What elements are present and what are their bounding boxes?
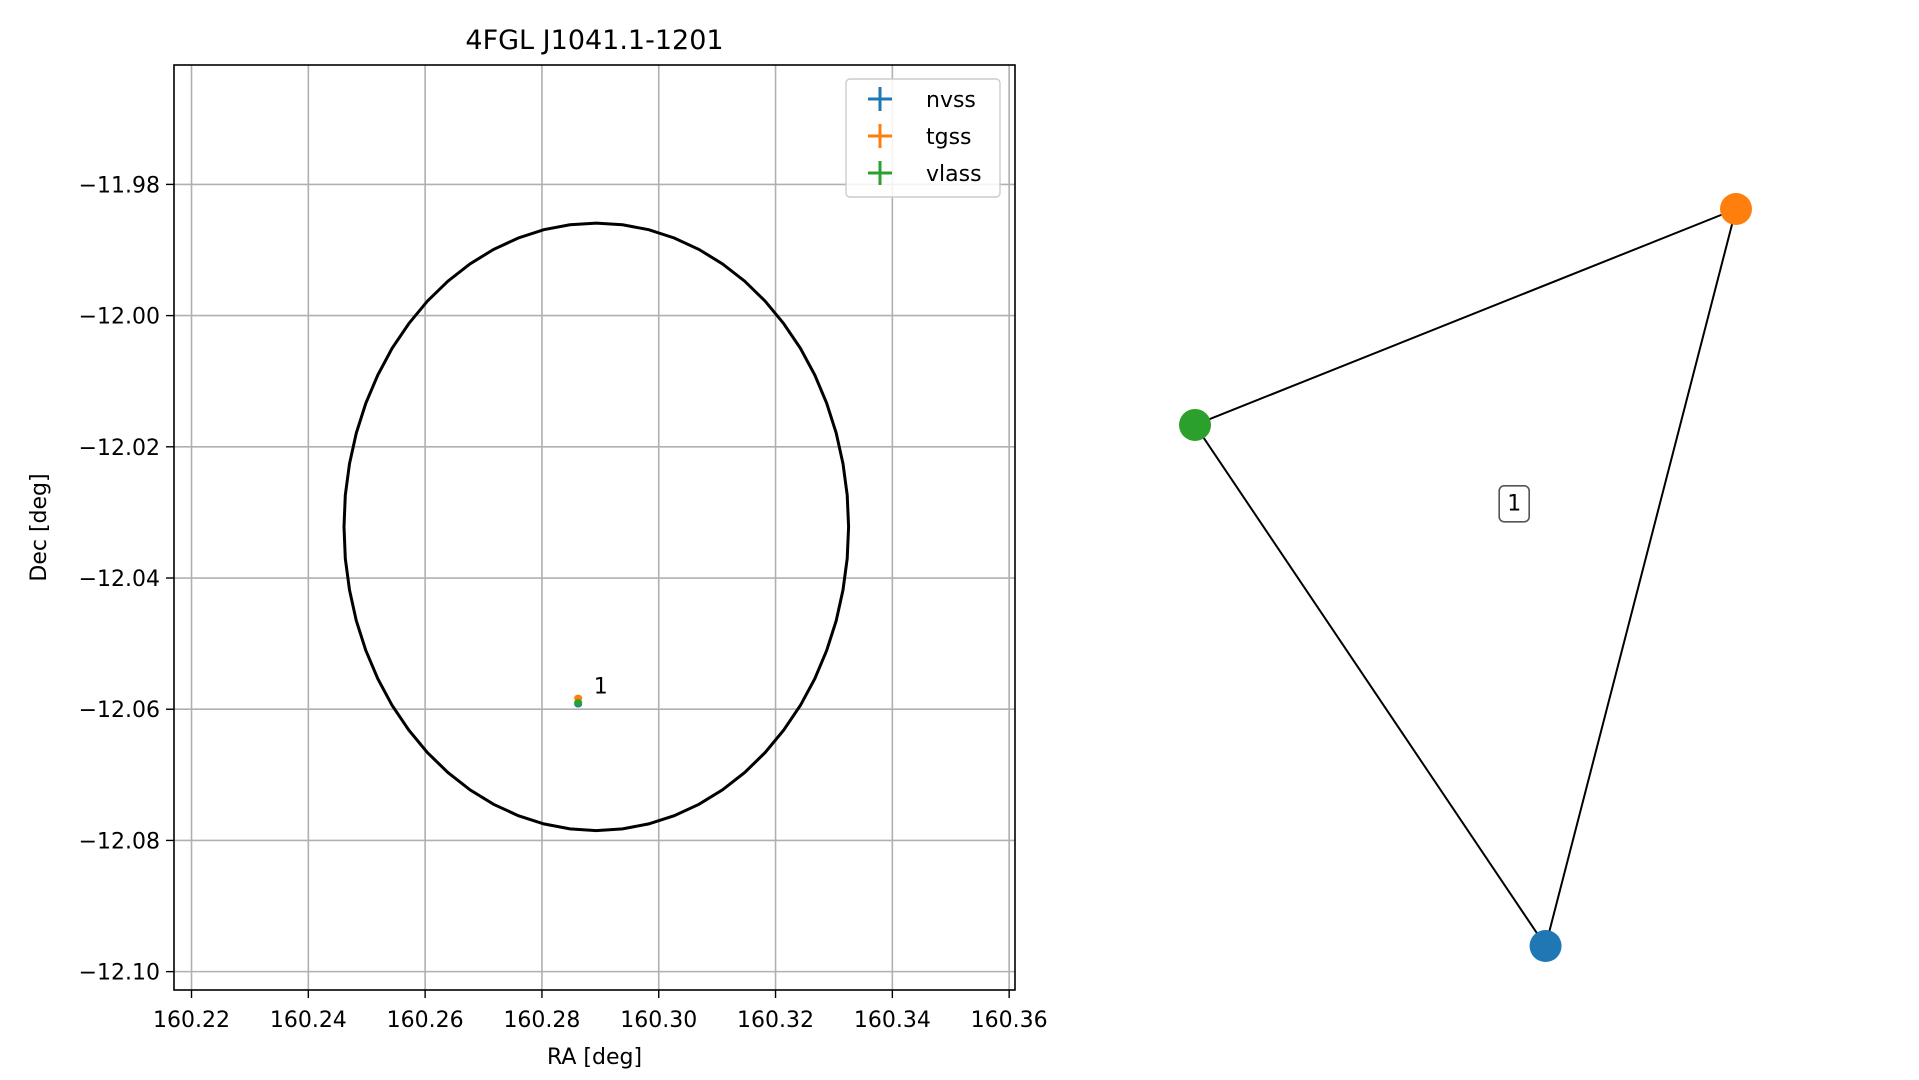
y-axis-label: Dec [deg]: [27, 473, 52, 581]
x-tick-label: 160.24: [270, 1008, 347, 1033]
graph-edges: [1194, 208, 1737, 947]
node-nvss: [1529, 930, 1562, 962]
legend-label-tgss: tgss: [926, 125, 972, 150]
match-annotation: 1: [594, 674, 608, 699]
edge-label: 1: [1498, 484, 1530, 523]
sky-position-chart: 1 160.22 160.24 160.26 160.28 160.30 160.32 16…: [27, 25, 1048, 1070]
legend-label-vlass: vlass: [926, 162, 982, 187]
node-vlass: [1179, 408, 1211, 441]
y-tick-label: −12.08: [79, 829, 160, 854]
node-tgss: [1720, 193, 1752, 225]
x-tick-label: 160.26: [387, 1008, 464, 1033]
localization-ellipse: [342, 221, 851, 833]
x-tick-label: 160.30: [620, 1008, 697, 1033]
chart-title: 4FGL J1041.1-1201: [465, 25, 723, 56]
edge-vlass-nvss: [1194, 424, 1547, 947]
y-tick-label: −12.06: [79, 698, 160, 723]
graph-nodes: [1179, 193, 1752, 962]
x-tick-label: 160.32: [737, 1008, 814, 1033]
y-tick-label: −12.10: [79, 961, 160, 986]
match-network-graph: 1: [1179, 193, 1752, 962]
legend: nvss tgss vlass: [845, 78, 1001, 198]
x-axis-label: RA [deg]: [547, 1045, 642, 1070]
y-tick-label: −12.02: [79, 436, 160, 461]
source-markers: [574, 694, 583, 708]
plot-frame: [173, 64, 1016, 991]
x-tick-label: 160.36: [971, 1008, 1048, 1033]
legend-box: [845, 78, 1001, 198]
axis-ticks: 160.22 160.24 160.26 160.28 160.30 160.32 160.…: [79, 173, 1048, 1033]
x-tick-label: 160.28: [503, 1008, 580, 1033]
legend-label-nvss: nvss: [926, 88, 976, 113]
edge-label-box: [1498, 484, 1530, 523]
plot-area: [174, 65, 1015, 990]
y-tick-label: −12.04: [79, 567, 160, 592]
marker-vlass: [574, 699, 583, 707]
y-tick-label: −11.98: [79, 173, 160, 198]
grid: [174, 65, 1015, 990]
edge-label-text: 1: [1507, 491, 1521, 516]
edge-nvss-tgss: [1544, 208, 1737, 947]
legend-items: nvss tgss vlass: [868, 87, 982, 187]
x-tick-label: 160.22: [153, 1008, 230, 1033]
edge-tgss-vlass: [1194, 208, 1737, 426]
x-tick-label: 160.34: [854, 1008, 931, 1033]
y-tick-label: −12.00: [79, 305, 160, 330]
